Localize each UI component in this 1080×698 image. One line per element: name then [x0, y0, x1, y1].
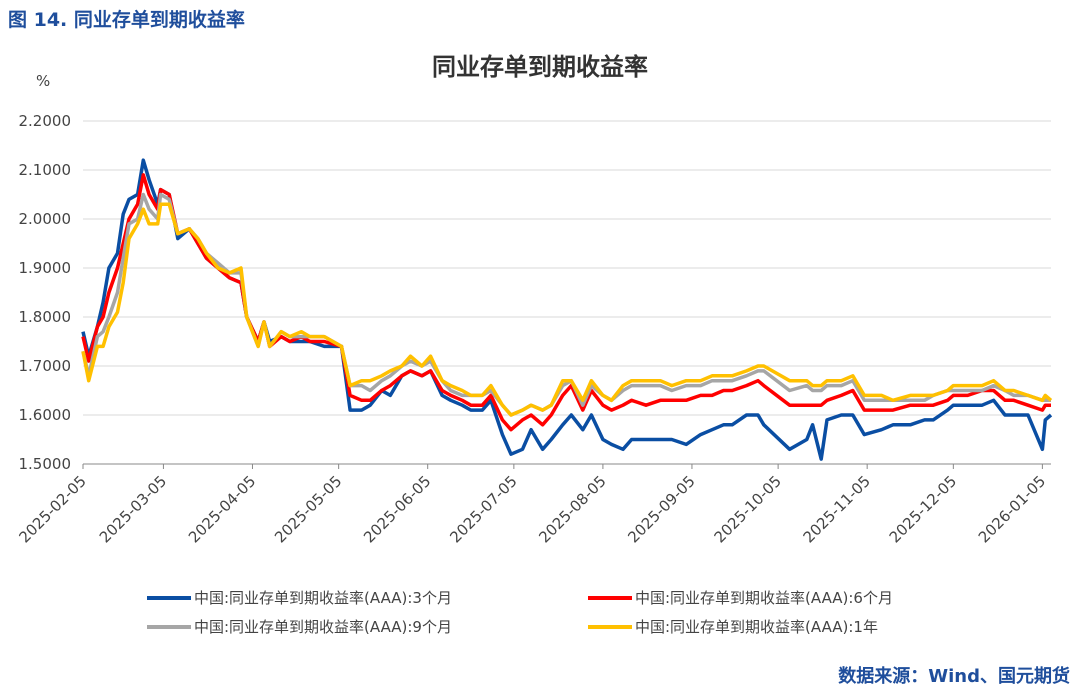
x-tick-label: 2025-09-05 [624, 472, 698, 546]
y-tick-label: 1.5000 [19, 455, 72, 473]
y-tick-label: 2.1000 [19, 161, 72, 179]
y-axis-unit: % [36, 72, 50, 90]
x-tick-label: 2025-08-05 [535, 472, 609, 546]
x-tick-label: 2025-10-05 [711, 472, 785, 546]
y-tick-label: 2.2000 [19, 112, 72, 130]
figure-header: 图 14. 同业存单到期收益率 [8, 8, 245, 31]
x-tick-label: 2025-06-05 [360, 472, 434, 546]
x-tick-label: 2025-05-05 [271, 472, 345, 546]
x-tick-label: 2025-03-05 [96, 472, 170, 546]
x-tick-label: 2025-07-05 [446, 472, 520, 546]
series-line [81, 202, 1053, 417]
legend-label: 中国:同业存单到期收益率(AAA):6个月 [635, 589, 893, 607]
y-tick-label: 1.8000 [19, 308, 72, 326]
y-tick-label: 1.7000 [19, 357, 72, 375]
series-line [81, 173, 1051, 432]
legend-label: 中国:同业存单到期收益率(AAA):1年 [635, 618, 878, 636]
series-line [81, 158, 1053, 461]
legend-label: 中国:同业存单到期收益率(AAA):9个月 [194, 618, 452, 636]
y-tick-label: 1.9000 [19, 259, 72, 277]
x-tick-label: 2025-11-05 [800, 472, 874, 546]
x-tick-label: 2025-04-05 [185, 472, 259, 546]
source-note: 数据来源：Wind、国元期货 [838, 665, 1070, 687]
x-tick-label: 2025-12-05 [886, 472, 960, 546]
x-tick-label: 2025-02-05 [15, 472, 89, 546]
x-tick-label: 2026-01-05 [975, 472, 1049, 546]
legend-label: 中国:同业存单到期收益率(AAA):3个月 [194, 589, 452, 607]
y-tick-label: 1.6000 [19, 406, 72, 424]
y-tick-label: 2.0000 [19, 210, 72, 228]
chart-title: 同业存单到期收益率 [432, 53, 648, 81]
